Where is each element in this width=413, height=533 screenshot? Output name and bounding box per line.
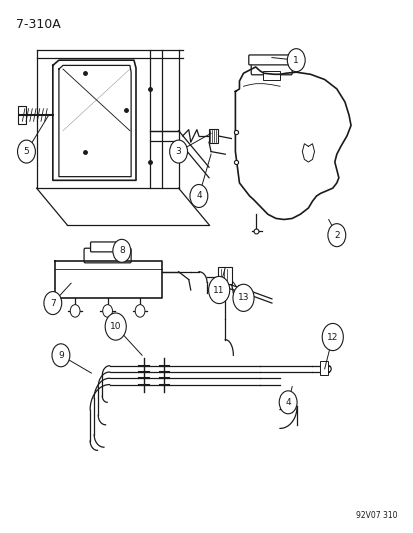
Circle shape bbox=[208, 277, 229, 304]
Circle shape bbox=[105, 313, 126, 340]
Circle shape bbox=[233, 284, 254, 311]
Circle shape bbox=[102, 305, 112, 317]
Circle shape bbox=[44, 292, 62, 314]
FancyBboxPatch shape bbox=[18, 106, 26, 124]
Text: 8: 8 bbox=[119, 246, 124, 255]
FancyBboxPatch shape bbox=[262, 71, 279, 80]
Text: 4: 4 bbox=[285, 398, 290, 407]
Circle shape bbox=[70, 305, 80, 317]
Text: 92V07 310: 92V07 310 bbox=[355, 511, 397, 520]
Circle shape bbox=[52, 344, 70, 367]
Circle shape bbox=[17, 140, 35, 163]
Text: 7: 7 bbox=[50, 298, 56, 308]
Circle shape bbox=[190, 184, 207, 207]
FancyBboxPatch shape bbox=[84, 248, 131, 263]
Text: 5: 5 bbox=[24, 147, 29, 156]
Circle shape bbox=[321, 324, 342, 351]
Circle shape bbox=[327, 224, 345, 247]
Text: 2: 2 bbox=[333, 231, 339, 240]
FancyBboxPatch shape bbox=[208, 129, 218, 143]
Text: 9: 9 bbox=[58, 351, 64, 360]
Circle shape bbox=[169, 140, 187, 163]
Text: 7-310A: 7-310A bbox=[16, 19, 61, 31]
Text: 3: 3 bbox=[175, 147, 181, 156]
Text: 13: 13 bbox=[237, 293, 249, 302]
Text: 4: 4 bbox=[196, 191, 201, 200]
Circle shape bbox=[278, 391, 297, 414]
FancyBboxPatch shape bbox=[90, 242, 124, 252]
FancyBboxPatch shape bbox=[218, 266, 232, 284]
Circle shape bbox=[135, 305, 145, 317]
FancyBboxPatch shape bbox=[319, 361, 328, 375]
FancyBboxPatch shape bbox=[248, 55, 294, 65]
FancyBboxPatch shape bbox=[251, 61, 292, 75]
Text: 10: 10 bbox=[110, 322, 121, 331]
Text: 12: 12 bbox=[326, 333, 338, 342]
Circle shape bbox=[287, 49, 304, 71]
Text: 1: 1 bbox=[293, 55, 299, 64]
Text: 11: 11 bbox=[213, 286, 224, 295]
Circle shape bbox=[113, 239, 131, 262]
